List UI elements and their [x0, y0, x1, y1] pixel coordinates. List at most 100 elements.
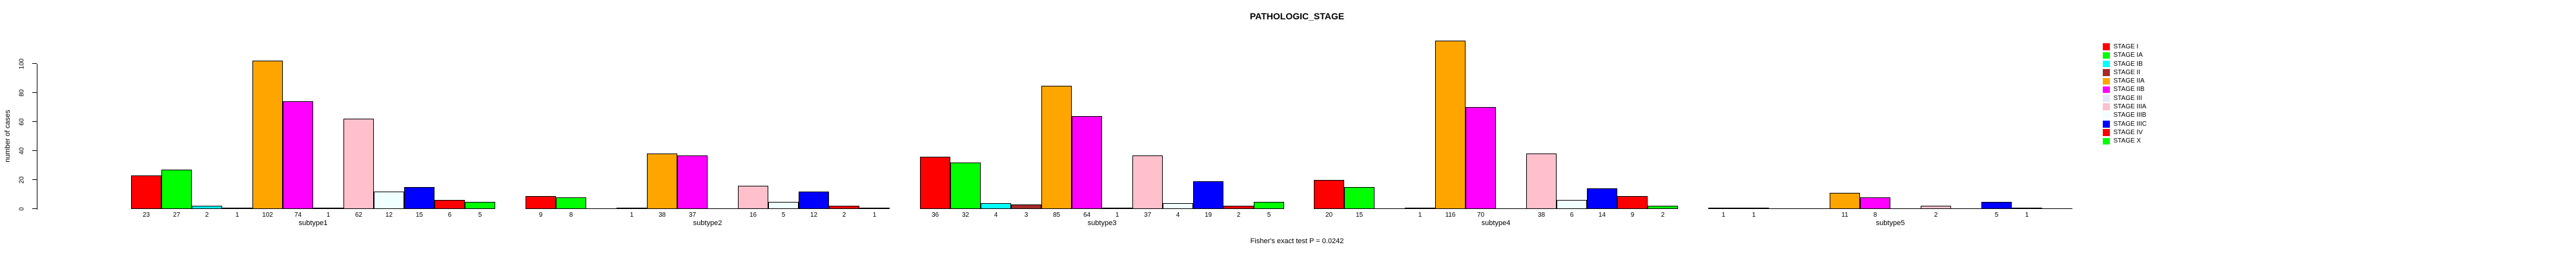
group-label-subtype5: subtype5: [1876, 219, 1905, 227]
bar-stage-iiib: [374, 192, 404, 209]
legend-color-swatch: [2103, 43, 2110, 50]
y-tick-label: 100: [18, 58, 26, 70]
legend-item: STAGE IIIB: [2103, 111, 2147, 119]
legend-item-label: STAGE IB: [2113, 60, 2143, 68]
y-tick-mark: [32, 63, 37, 64]
legend-item: STAGE II: [2103, 68, 2147, 77]
bar-value-label: 4: [1176, 212, 1180, 219]
legend-color-swatch: [2103, 112, 2110, 119]
legend-color-swatch: [2103, 121, 2110, 128]
bar-value-label: 3: [1024, 212, 1028, 219]
bar-stage-iib: [677, 155, 708, 209]
bar-value-label: 5: [1994, 212, 1999, 219]
bar-stage-i: [526, 196, 556, 209]
legend-color-swatch: [2103, 69, 2110, 76]
legend-item-label: STAGE IIIA: [2113, 103, 2147, 111]
bar-stage-iiia: [1526, 154, 1557, 209]
bar-stage-ii: [1011, 204, 1041, 209]
bar-value-label: 62: [354, 212, 363, 219]
legend-color-swatch: [2103, 77, 2110, 85]
legend-item: STAGE IIIC: [2103, 120, 2147, 128]
legend-color-swatch: [2103, 129, 2110, 136]
bar-stage-iv: [434, 200, 465, 209]
bar-value-label: 37: [688, 212, 697, 219]
bar-value-label: 38: [1537, 212, 1546, 219]
bar-stage-iib: [1466, 107, 1496, 209]
bar-stage-x: [1648, 206, 1678, 209]
bar-value-label: 102: [262, 212, 273, 219]
bar-value-label: 2: [205, 212, 209, 219]
y-tick-mark: [32, 92, 37, 93]
bar-stage-iia: [252, 61, 283, 209]
legend-color-swatch: [2103, 137, 2110, 145]
bar-stage-iiia: [1132, 155, 1163, 209]
bar-stage-ia: [1344, 187, 1375, 209]
legend-item-label: STAGE IV: [2113, 128, 2143, 136]
bar-stage-iv: [829, 206, 859, 209]
y-tick-mark: [32, 121, 37, 122]
legend-color-swatch: [2103, 103, 2110, 110]
bar-value-label: 1: [235, 212, 240, 219]
legend-item: STAGE IA: [2103, 51, 2147, 59]
legend-item-label: STAGE III: [2113, 94, 2142, 102]
legend-item: STAGE IB: [2103, 60, 2147, 68]
group-baseline: [1708, 208, 2072, 209]
bar-value-label: 2: [1934, 212, 1938, 219]
y-tick-mark: [32, 179, 37, 180]
bar-value-label: 32: [961, 212, 970, 219]
bar-value-label: 1: [326, 212, 331, 219]
y-tick-mark: [32, 150, 37, 151]
bar-stage-iia: [1041, 86, 1072, 209]
bar-stage-i: [1708, 208, 1739, 209]
bar-stage-iv: [1617, 196, 1648, 209]
bar-stage-iia: [647, 154, 677, 209]
bar-value-label: 37: [1143, 212, 1152, 219]
bar-stage-iiia: [343, 119, 374, 209]
group-label-subtype3: subtype3: [1087, 219, 1117, 227]
bar-value-label: 2: [1661, 212, 1665, 219]
bar-stage-iiic: [404, 187, 434, 209]
bar-value-label: 1: [1418, 212, 1422, 219]
bar-value-label: 15: [1355, 212, 1364, 219]
legend-color-swatch: [2103, 60, 2110, 68]
bar-value-label: 2: [842, 212, 846, 219]
group-label-subtype1: subtype1: [298, 219, 328, 227]
bar-stage-ia: [950, 163, 981, 209]
bar-value-label: 64: [1083, 212, 1091, 219]
bar-value-label: 70: [1477, 212, 1485, 219]
bar-stage-iiia: [738, 186, 768, 209]
bar-value-label: 20: [1325, 212, 1333, 219]
bar-value-label: 85: [1052, 212, 1061, 219]
legend-color-swatch: [2103, 95, 2110, 102]
bar-value-label: 1: [2025, 212, 2029, 219]
bar-value-label: 14: [1598, 212, 1606, 219]
bar-value-label: 5: [478, 212, 482, 219]
y-tick-label: 40: [18, 147, 26, 155]
bar-stage-iiic: [1981, 202, 2012, 209]
bar-stage-iib: [1072, 116, 1102, 209]
bar-stage-iia: [1435, 41, 1466, 209]
bar-value-label: 23: [142, 212, 150, 219]
bar-stage-iv: [2012, 208, 2042, 209]
bar-stage-i: [920, 157, 950, 209]
bar-stage-ia: [556, 197, 586, 209]
legend-item-label: STAGE IIB: [2113, 86, 2145, 94]
bar-stage-x: [859, 208, 890, 209]
y-tick-label: 80: [18, 89, 26, 97]
bar-value-label: 12: [385, 212, 393, 219]
bar-stage-iiic: [1587, 188, 1617, 209]
bar-stage-iii: [1102, 208, 1132, 209]
legend-item-label: STAGE IIIB: [2113, 112, 2147, 119]
group-baseline: [1314, 208, 1678, 209]
bar-stage-x: [1254, 202, 1284, 209]
bar-stage-ib: [192, 206, 222, 209]
legend-item-label: STAGE IIA: [2113, 77, 2145, 85]
bar-stage-i: [1314, 180, 1344, 209]
bar-value-label: 9: [1630, 212, 1635, 219]
bar-stage-ib: [981, 203, 1011, 209]
legend-item-label: STAGE I: [2113, 43, 2139, 50]
legend-item: STAGE X: [2103, 137, 2147, 145]
bar-value-label: 12: [810, 212, 818, 219]
legend-color-swatch: [2103, 52, 2110, 59]
